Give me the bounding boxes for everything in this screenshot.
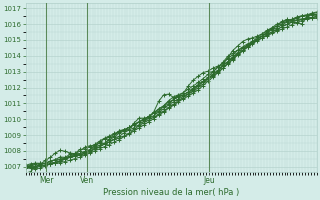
X-axis label: Pression niveau de la mer( hPa ): Pression niveau de la mer( hPa )	[103, 188, 239, 197]
